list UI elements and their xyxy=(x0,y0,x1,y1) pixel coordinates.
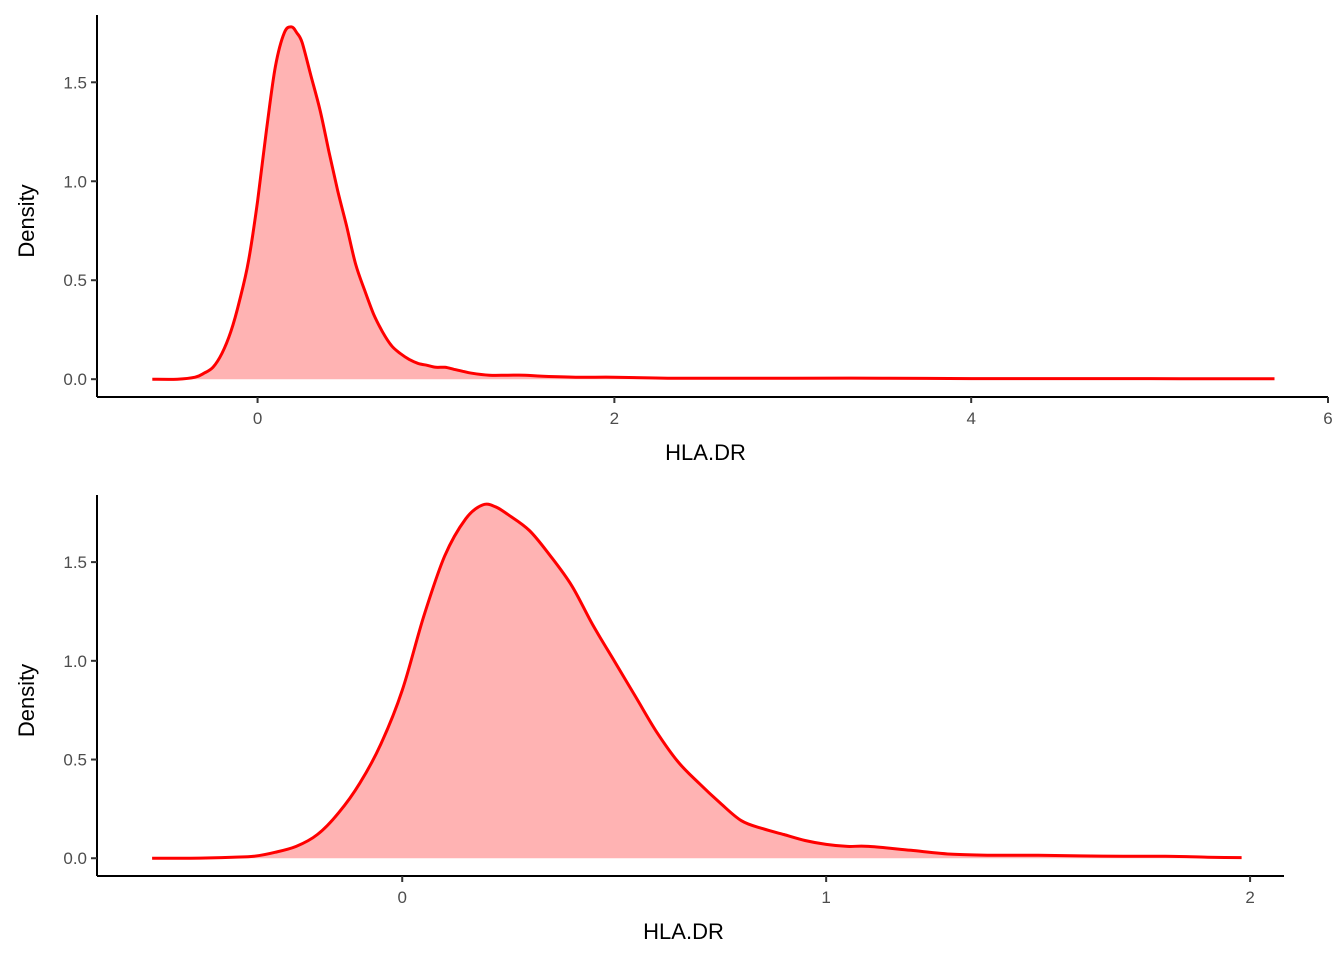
y-tick-label: 0.0 xyxy=(63,370,87,389)
x-tick-label: 1 xyxy=(821,888,830,907)
x-axis-title: HLA.DR xyxy=(643,919,724,944)
y-tick-label: 0.0 xyxy=(63,849,87,868)
y-tick-label: 1.5 xyxy=(63,73,87,92)
density-area xyxy=(152,26,1275,380)
density-area xyxy=(152,504,1242,859)
y-axis-title: Density xyxy=(14,664,39,737)
y-axis-title: Density xyxy=(14,184,39,257)
density-line xyxy=(152,502,1242,860)
density-line xyxy=(152,25,1275,381)
y-tick-label: 1.0 xyxy=(63,652,87,671)
x-tick-label: 0 xyxy=(397,888,406,907)
y-tick-label: 1.5 xyxy=(63,553,87,572)
y-tick-label: 0.5 xyxy=(63,271,87,290)
x-tick-label: 4 xyxy=(966,409,975,428)
x-tick-label: 0 xyxy=(253,409,262,428)
x-tick-label: 6 xyxy=(1323,409,1332,428)
y-tick-label: 0.5 xyxy=(63,751,87,770)
y-tick-label: 1.0 xyxy=(63,172,87,191)
density-panel-1: 0.0 0.5 1.0 1.5 0 2 4 6 HLA.DR Density xyxy=(14,15,1333,465)
x-tick-label: 2 xyxy=(1245,888,1254,907)
x-axis-title: HLA.DR xyxy=(665,440,746,465)
x-tick-label: 2 xyxy=(610,409,619,428)
density-panel-2: 0.0 0.5 1.0 1.5 0 1 2 HLA.DR Density xyxy=(14,495,1284,944)
